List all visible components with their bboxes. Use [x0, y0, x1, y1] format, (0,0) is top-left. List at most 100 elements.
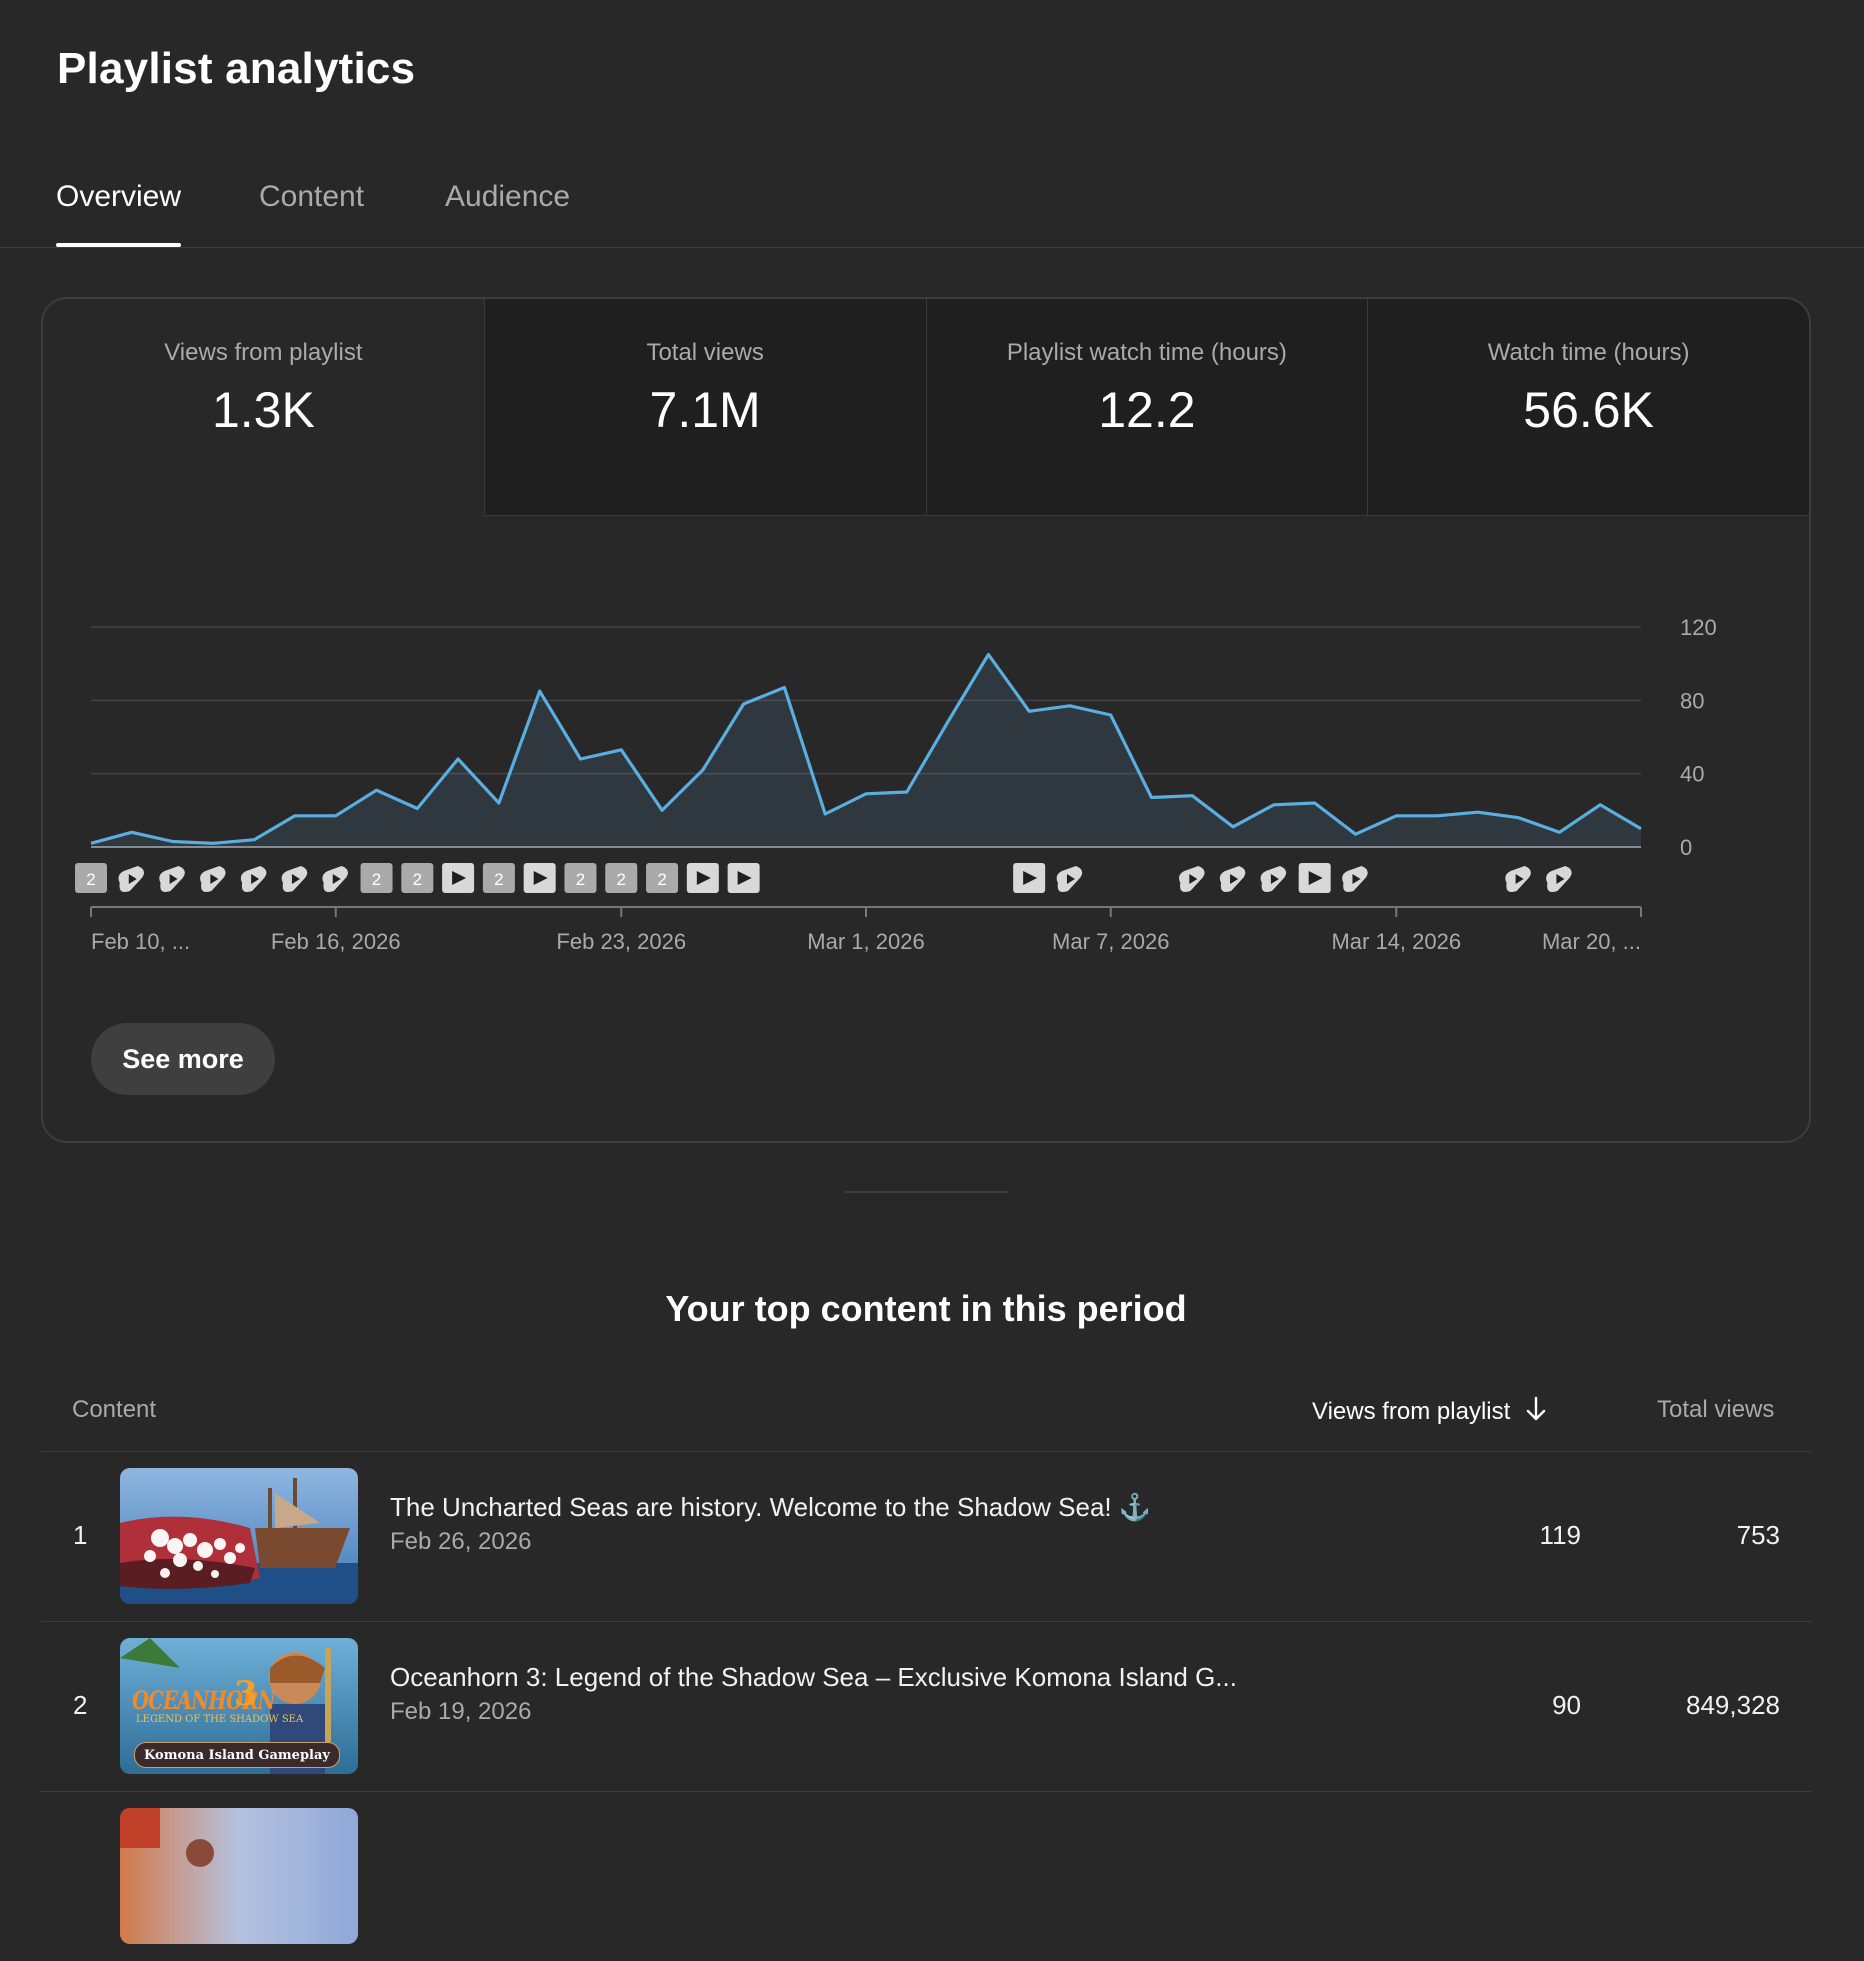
column-header-label: Views from playlist: [1312, 1397, 1511, 1425]
video-title-link[interactable]: The Uncharted Seas are history. Welcome …: [390, 1492, 1152, 1522]
column-header-views-from-playlist[interactable]: Views from playlist: [1312, 1396, 1547, 1429]
shorts-play-icon: [128, 874, 137, 884]
data-point: [496, 800, 502, 806]
metric-label: Watch time (hours): [1487, 339, 1690, 366]
data-point: [170, 839, 176, 845]
see-more-button[interactable]: See more: [91, 1023, 275, 1095]
y-tick-label: 40: [1680, 762, 1704, 787]
data-point: [1312, 800, 1318, 806]
shorts-play-icon: [1515, 874, 1524, 884]
data-point: [455, 756, 461, 762]
data-point: [822, 811, 828, 817]
column-header-content: Content: [72, 1396, 157, 1423]
data-point: [1189, 793, 1195, 799]
top-content-title: Your top content in this period: [665, 1288, 1187, 1329]
table-header: Content Views from playlist Total views: [41, 1384, 1811, 1452]
x-tick-label: Mar 1, 2026: [807, 929, 924, 954]
video-thumbnail[interactable]: [120, 1468, 358, 1604]
section-divider: [845, 1191, 1008, 1193]
data-point: [1271, 802, 1277, 808]
table-row[interactable]: 2 OCEANHORN 3 LEGEND OF THE SHADOW SEA K…: [41, 1622, 1811, 1792]
upload-count-label: 2: [617, 870, 626, 889]
upload-count-label: 2: [657, 870, 666, 889]
upload-count-badge: [75, 863, 107, 893]
data-point: [292, 813, 298, 819]
upload-count-label: 2: [86, 870, 95, 889]
shorts-play-icon: [1230, 874, 1239, 884]
views-from-playlist-value: 119: [1539, 1520, 1581, 1550]
thumbnail-banner: Komona Island Gameplay: [134, 1742, 340, 1768]
shorts-play-icon: [1066, 874, 1075, 884]
total-views-value: 849,328: [1686, 1690, 1780, 1720]
shorts-play-icon: [1189, 874, 1198, 884]
x-tick-label: Feb 23, 2026: [556, 929, 686, 954]
shorts-play-icon: [169, 874, 178, 884]
metric-watch-time[interactable]: Watch time (hours) 56.6K: [1367, 299, 1809, 516]
upload-count-badge: [564, 863, 597, 893]
series-line: [90, 652, 1642, 845]
arrow-down-icon: [1525, 1396, 1547, 1429]
views-from-playlist-value: 90: [1552, 1690, 1581, 1720]
data-point: [210, 840, 216, 846]
y-tick-label: 80: [1680, 688, 1704, 713]
upload-count-badge: [605, 863, 638, 893]
metric-playlist-watch-time[interactable]: Playlist watch time (hours) 12.2: [925, 299, 1368, 516]
metric-label: Total views: [646, 339, 764, 366]
play-icon: [452, 871, 467, 885]
data-point: [1352, 831, 1358, 837]
data-point: [1597, 802, 1603, 808]
data-point: [1556, 829, 1562, 835]
video-date: Feb 26, 2026: [390, 1528, 532, 1555]
data-point: [537, 688, 543, 694]
shorts-play-icon: [251, 874, 260, 884]
data-point: [1475, 809, 1481, 815]
data-point: [1434, 813, 1440, 819]
y-tick-label: 120: [1680, 615, 1717, 640]
data-point: [1393, 813, 1399, 819]
tab-overview[interactable]: Overview: [56, 180, 182, 247]
video-title-link[interactable]: Oceanhorn 3: Legend of the Shadow Sea – …: [390, 1662, 1237, 1692]
play-icon: [696, 871, 711, 885]
data-point: [1108, 712, 1114, 718]
data-point: [985, 652, 991, 658]
total-views-value: 753: [1736, 1520, 1780, 1550]
data-point: [1067, 703, 1073, 709]
shorts-play-icon: [210, 874, 219, 884]
data-point: [1026, 708, 1032, 714]
metric-views-from-playlist[interactable]: Views from playlist 1.3K: [43, 299, 485, 516]
data-point: [700, 767, 706, 773]
x-tick-label: Mar 20, ...: [1542, 929, 1641, 954]
row-rank: 2: [73, 1690, 88, 1720]
data-point: [618, 747, 624, 753]
upload-count-label: 2: [576, 870, 585, 889]
video-thumbnail[interactable]: [120, 1808, 358, 1944]
row-rank: 1: [73, 1520, 88, 1550]
upload-count-label: 2: [413, 870, 422, 889]
upload-count-badge: [482, 863, 515, 893]
table-row[interactable]: [41, 1792, 1811, 1961]
data-point: [1516, 815, 1522, 821]
shorts-play-icon: [1352, 874, 1361, 884]
metric-total-views[interactable]: Total views 7.1M: [484, 299, 926, 516]
shorts-play-icon: [1270, 874, 1279, 884]
metric-value: 7.1M: [649, 382, 761, 438]
x-tick-label: Feb 16, 2026: [271, 929, 401, 954]
thumbnail-logo-text: OCEANHORN: [132, 1686, 276, 1715]
x-tick-label: Feb 10, ...: [91, 929, 190, 954]
data-point: [1230, 824, 1236, 830]
tab-content[interactable]: Content: [259, 180, 365, 213]
tab-bar: Overview Content Audience: [0, 170, 1864, 248]
data-point: [577, 756, 583, 762]
data-point: [741, 701, 747, 707]
views-line-chart[interactable]: 0 40 80 120 2 2 2 2 2 2 2 Feb 10, ... Feb 16, 2026 Fe…: [43, 516, 1809, 996]
play-icon: [1308, 871, 1323, 885]
video-thumbnail[interactable]: OCEANHORN 3 LEGEND OF THE SHADOW SEA Kom…: [120, 1638, 358, 1774]
series-area: [91, 654, 1641, 847]
upload-count-badge: [646, 863, 679, 893]
tab-audience[interactable]: Audience: [445, 180, 571, 213]
analytics-card: Views from playlist 1.3K Total views 7.1…: [41, 297, 1811, 1143]
data-point: [659, 807, 665, 813]
metric-value: 56.6K: [1523, 382, 1654, 438]
thumbnail-logo-number: 3: [234, 1674, 258, 1714]
table-row[interactable]: 1 The Uncharted Seas are history. Welcom: [41, 1452, 1811, 1622]
